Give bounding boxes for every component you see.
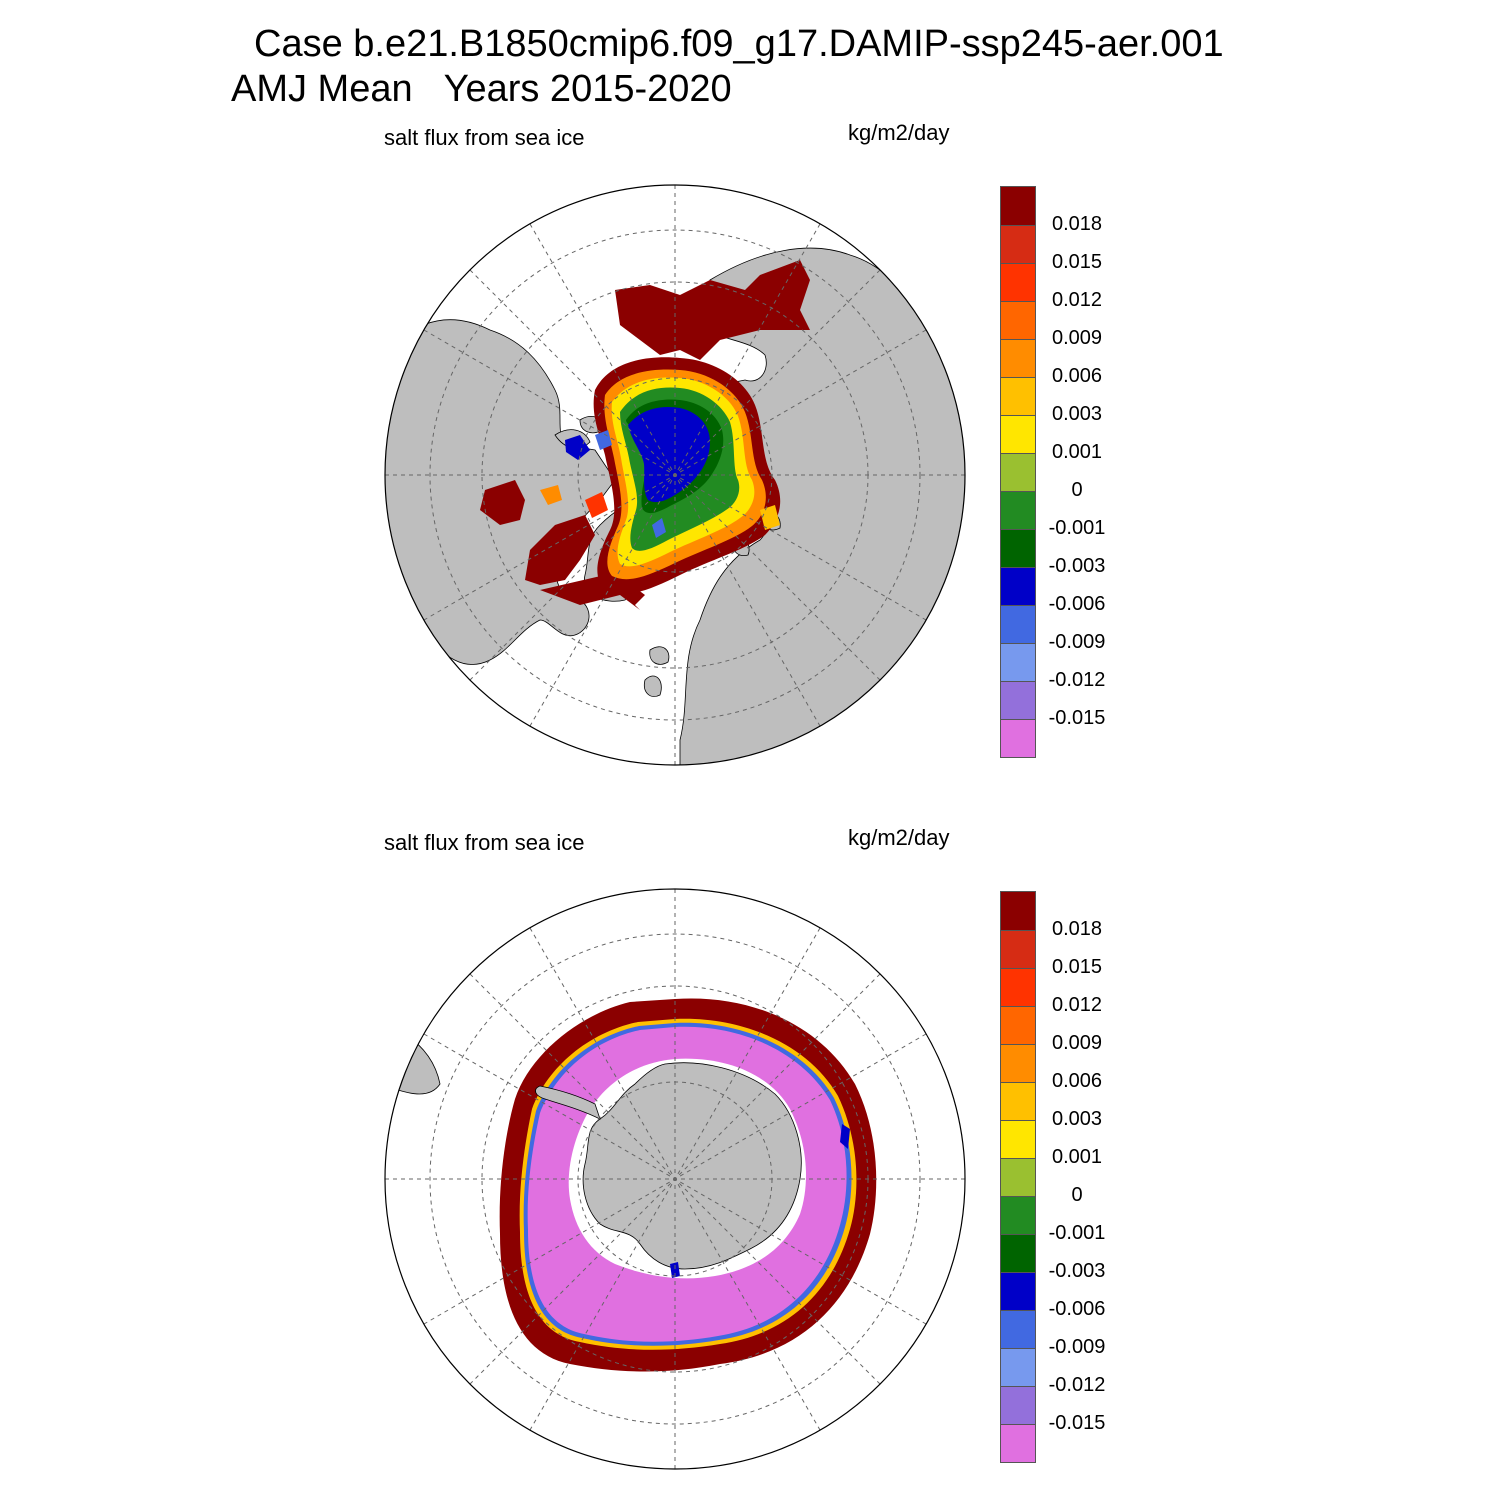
colorbar-swatch <box>1001 453 1035 491</box>
colorbar-tick-label: 0.001 <box>1051 1146 1103 1168</box>
north-polar-map <box>384 184 966 766</box>
south-variable-label: salt flux from sea ice <box>384 830 585 855</box>
colorbar-swatch <box>1001 377 1035 415</box>
south-polar-map <box>384 888 966 1470</box>
colorbar-swatch <box>1001 1310 1035 1348</box>
colorbar-tick-label: -0.012 <box>1048 1374 1106 1396</box>
colorbar-tick-label: -0.006 <box>1048 1298 1106 1320</box>
colorbar-tick-label: -0.001 <box>1048 517 1106 539</box>
colorbar-swatch <box>1001 1386 1035 1424</box>
south-graticule <box>385 889 965 1469</box>
colorbar-tick-label: 0.018 <box>1051 918 1103 940</box>
colorbar-swatch <box>1001 719 1035 757</box>
colorbar-tick-label: 0.015 <box>1051 956 1103 978</box>
north-colorbar: 0.018 0.015 0.012 0.009 0.006 0.003 0.001 0 -0.0… <box>1000 186 1105 758</box>
colorbar-tick-label: 0.009 <box>1051 1032 1103 1054</box>
south-flux-blue-patch-east <box>840 1124 850 1149</box>
colorbar-tick-label: -0.015 <box>1048 707 1106 729</box>
colorbar-swatch <box>1001 1006 1035 1044</box>
colorbar-swatch <box>1001 1348 1035 1386</box>
colorbar-swatch <box>1001 263 1035 301</box>
colorbar-swatch <box>1001 1424 1035 1462</box>
colorbar-swatch <box>1001 1158 1035 1196</box>
south-map-border <box>384 888 966 1470</box>
colorbar-swatch <box>1001 643 1035 681</box>
north-salt-flux-field <box>480 260 810 610</box>
colorbar-swatch <box>1001 968 1035 1006</box>
colorbar-swatch <box>1001 415 1035 453</box>
colorbar-tick-label: 0 <box>1071 1184 1083 1206</box>
colorbar-swatch <box>1001 301 1035 339</box>
colorbar-swatch <box>1001 1234 1035 1272</box>
south-colorbar: 0.018 0.015 0.012 0.009 0.006 0.003 0.001 0 -0.0… <box>1000 891 1105 1463</box>
north-variable-label: salt flux from sea ice <box>384 125 585 150</box>
colorbar-swatch <box>1001 930 1035 968</box>
colorbar-tick-label: -0.006 <box>1048 593 1106 615</box>
antarctic-peninsula-land <box>535 1085 601 1120</box>
north-map-border <box>384 184 966 766</box>
south-units-label: kg/m2/day <box>848 825 950 850</box>
colorbar-tick-label: -0.003 <box>1048 1260 1106 1282</box>
colorbar-swatch <box>1001 1082 1035 1120</box>
colorbar-swatch <box>1001 491 1035 529</box>
colorbar-tick-label: 0.012 <box>1051 289 1103 311</box>
colorbar-swatch <box>1001 1120 1035 1158</box>
colorbar-swatch <box>1001 1272 1035 1310</box>
colorbar-tick-label: 0.009 <box>1051 327 1103 349</box>
colorbar-tick-label: 0.015 <box>1051 251 1103 273</box>
colorbar-tick-label: 0.012 <box>1051 994 1103 1016</box>
colorbar-tick-label: -0.003 <box>1048 555 1106 577</box>
south-colorbar-swatches <box>1000 891 1036 1463</box>
colorbar-swatch <box>1001 681 1035 719</box>
colorbar-tick-label: 0.003 <box>1051 403 1103 425</box>
colorbar-swatch <box>1001 1044 1035 1082</box>
colorbar-tick-label: 0.006 <box>1051 1070 1103 1092</box>
colorbar-tick-label: -0.001 <box>1048 1222 1106 1244</box>
colorbar-swatch <box>1001 187 1035 225</box>
colorbar-tick-label: 0.006 <box>1051 365 1103 387</box>
colorbar-swatch <box>1001 892 1035 930</box>
colorbar-tick-label: -0.009 <box>1048 631 1106 653</box>
north-graticule <box>385 185 965 765</box>
figure-title-line-1: Case b.e21.B1850cmip6.f09_g17.DAMIP-ssp2… <box>254 23 1224 65</box>
colorbar-swatch <box>1001 225 1035 263</box>
colorbar-swatch <box>1001 1196 1035 1234</box>
colorbar-tick-label: -0.009 <box>1048 1336 1106 1358</box>
colorbar-swatch <box>1001 567 1035 605</box>
colorbar-tick-label: 0.003 <box>1051 1108 1103 1130</box>
north-colorbar-swatches <box>1000 186 1036 758</box>
colorbar-swatch <box>1001 339 1035 377</box>
colorbar-tick-label: -0.015 <box>1048 1412 1106 1434</box>
colorbar-tick-label: 0.018 <box>1051 213 1103 235</box>
colorbar-tick-label: 0 <box>1071 479 1083 501</box>
north-units-label: kg/m2/day <box>848 120 950 145</box>
figure-title-line-2: AMJ Mean Years 2015-2020 <box>231 68 732 110</box>
colorbar-swatch <box>1001 529 1035 567</box>
colorbar-swatch <box>1001 605 1035 643</box>
south-flux-blue-patch-ross <box>670 1262 680 1278</box>
colorbar-tick-label: 0.001 <box>1051 441 1103 463</box>
colorbar-tick-label: -0.012 <box>1048 669 1106 691</box>
